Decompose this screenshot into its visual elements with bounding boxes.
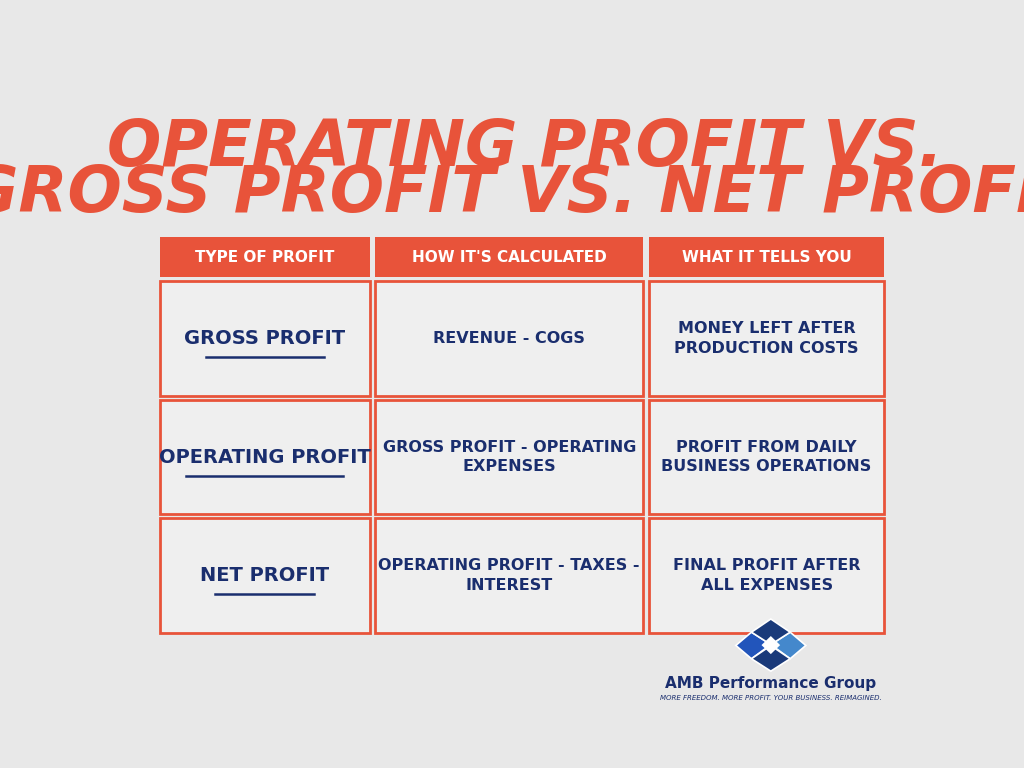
FancyBboxPatch shape (375, 237, 643, 277)
Polygon shape (752, 619, 791, 644)
Text: MONEY LEFT AFTER
PRODUCTION COSTS: MONEY LEFT AFTER PRODUCTION COSTS (675, 321, 859, 356)
Text: AMB Performance Group: AMB Performance Group (666, 676, 877, 691)
FancyBboxPatch shape (160, 237, 370, 277)
Text: NET PROFIT: NET PROFIT (200, 566, 330, 585)
Text: HOW IT'S CALCULATED: HOW IT'S CALCULATED (412, 250, 606, 265)
Text: REVENUE - COGS: REVENUE - COGS (433, 331, 585, 346)
FancyBboxPatch shape (649, 400, 885, 515)
Text: OPERATING PROFIT: OPERATING PROFIT (159, 448, 371, 466)
FancyBboxPatch shape (649, 237, 885, 277)
Polygon shape (736, 632, 771, 659)
Text: OPERATING PROFIT VS.: OPERATING PROFIT VS. (106, 118, 943, 180)
FancyBboxPatch shape (160, 400, 370, 515)
FancyBboxPatch shape (375, 400, 643, 515)
Text: PROFIT FROM DAILY
BUSINESS OPERATIONS: PROFIT FROM DAILY BUSINESS OPERATIONS (662, 439, 871, 475)
Text: GROSS PROFIT: GROSS PROFIT (184, 329, 345, 348)
FancyBboxPatch shape (649, 518, 885, 633)
FancyBboxPatch shape (160, 281, 370, 396)
Polygon shape (752, 646, 791, 671)
Text: OPERATING PROFIT - TAXES -
INTEREST: OPERATING PROFIT - TAXES - INTEREST (379, 558, 640, 593)
Text: GROSS PROFIT - OPERATING
EXPENSES: GROSS PROFIT - OPERATING EXPENSES (383, 439, 636, 475)
FancyBboxPatch shape (375, 281, 643, 396)
Text: GROSS PROFIT VS. NET PROFIT: GROSS PROFIT VS. NET PROFIT (0, 163, 1024, 225)
FancyBboxPatch shape (649, 281, 885, 396)
Text: FINAL PROFIT AFTER
ALL EXPENSES: FINAL PROFIT AFTER ALL EXPENSES (673, 558, 860, 593)
Polygon shape (771, 632, 806, 659)
FancyBboxPatch shape (375, 518, 643, 633)
FancyBboxPatch shape (160, 518, 370, 633)
Text: MORE FREEDOM. MORE PROFIT. YOUR BUSINESS. REIMAGINED.: MORE FREEDOM. MORE PROFIT. YOUR BUSINESS… (659, 695, 882, 701)
Polygon shape (762, 636, 780, 654)
Text: TYPE OF PROFIT: TYPE OF PROFIT (195, 250, 335, 265)
Text: WHAT IT TELLS YOU: WHAT IT TELLS YOU (682, 250, 852, 265)
